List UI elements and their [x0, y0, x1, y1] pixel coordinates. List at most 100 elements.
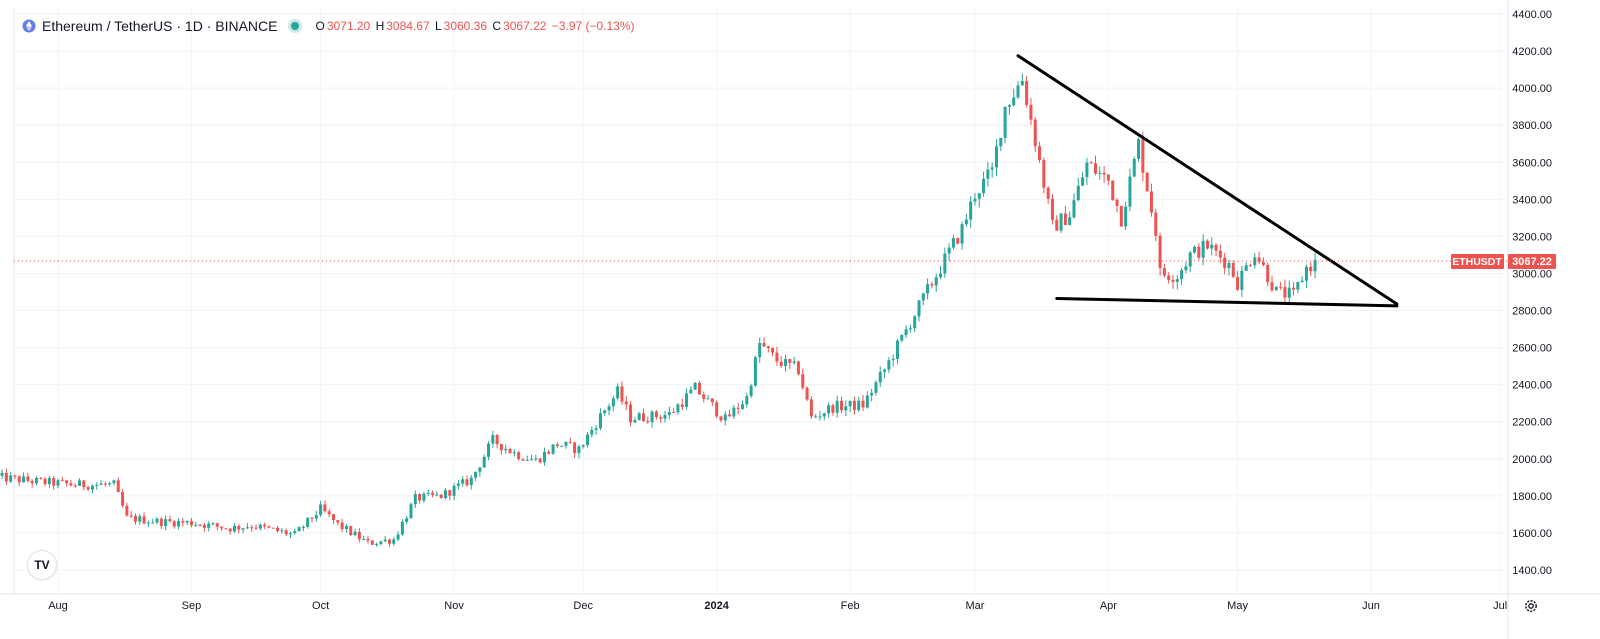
candle [848, 400, 852, 413]
candle-body [930, 284, 934, 286]
candle [465, 475, 469, 487]
candle-body [573, 442, 577, 454]
candle-body [1063, 213, 1067, 225]
candle [297, 526, 301, 532]
candle-body [1068, 217, 1072, 225]
candle [891, 354, 895, 367]
trendlines [1016, 54, 1399, 308]
x-tick-label: Jun [1362, 600, 1380, 612]
candle [284, 528, 288, 537]
candle-body [413, 494, 417, 505]
candle-body [637, 413, 641, 421]
candle [667, 406, 671, 420]
tradingview-logo-icon[interactable]: TV [28, 551, 56, 579]
candle [960, 221, 964, 250]
candle [400, 519, 404, 536]
candle [1042, 157, 1046, 194]
candle [939, 266, 943, 280]
candle [788, 358, 792, 369]
candle [405, 515, 409, 525]
candle-body [594, 428, 598, 430]
candle-body [1274, 286, 1278, 291]
symbol-title[interactable]: Ethereum / TetherUS · 1D · BINANCE [42, 18, 278, 34]
candle [521, 458, 525, 462]
candle [762, 337, 766, 348]
candle-body [517, 452, 521, 460]
candle [112, 479, 116, 486]
candle-body [362, 538, 366, 540]
x-tick-label: May [1227, 600, 1248, 612]
candle-body [353, 531, 357, 536]
candle [202, 522, 206, 532]
candle [792, 356, 796, 365]
candle [908, 324, 912, 333]
candle-body [1244, 265, 1248, 271]
candle [766, 345, 770, 353]
candle-body [495, 435, 499, 445]
candle-body [418, 494, 422, 501]
high-key: H [375, 19, 385, 33]
candle-body [90, 485, 94, 490]
candle-body [861, 400, 865, 408]
candle-body [732, 407, 736, 417]
open-key: O [315, 19, 325, 33]
candle [865, 391, 869, 409]
candle-body [560, 445, 564, 447]
y-tick-label: 1400.00 [1512, 565, 1552, 577]
candle-body [1193, 246, 1197, 253]
candle-body [319, 504, 323, 515]
candle-body [676, 404, 680, 413]
candle-body [194, 524, 198, 526]
candle [969, 196, 973, 228]
candle-body [487, 443, 490, 457]
candle [26, 472, 30, 483]
candle [413, 490, 417, 509]
candle-body [26, 476, 30, 481]
candle-body [805, 387, 809, 400]
candle [448, 489, 452, 501]
y-tick-label: 3600.00 [1512, 157, 1552, 169]
candle-body [1175, 279, 1179, 282]
candle-body [1033, 119, 1037, 147]
market-status-icon[interactable] [291, 22, 300, 30]
candle [9, 471, 13, 484]
candle-body [530, 459, 534, 461]
candle-body [723, 414, 727, 421]
candle [1270, 275, 1274, 293]
candle-body [103, 483, 107, 485]
candle-body [344, 526, 348, 530]
time-axis[interactable]: Aug Sep Oct Nov Dec 2024 Feb Mar Apr May Jun Jul [48, 600, 1507, 612]
candle-body [1016, 85, 1020, 98]
candle-body [142, 516, 146, 524]
candle [1076, 177, 1080, 202]
candle-body [883, 369, 887, 372]
candle [994, 139, 998, 176]
candle [895, 338, 899, 365]
candle [1089, 161, 1093, 164]
candle-body [611, 398, 615, 407]
candle-body [577, 446, 581, 454]
candle-body [1059, 213, 1063, 231]
candle [39, 477, 43, 480]
candle [814, 414, 818, 419]
settings-gear-icon[interactable] [1523, 598, 1539, 614]
candle-body [689, 389, 693, 394]
candle-body [702, 394, 706, 399]
candle [581, 444, 585, 449]
candle-body [288, 533, 292, 535]
candle [1081, 171, 1085, 186]
candle-body [129, 515, 133, 517]
candle-body [301, 526, 305, 528]
candle [1141, 131, 1145, 182]
candle-body [672, 412, 676, 414]
candle-body [168, 519, 172, 522]
candle [542, 447, 546, 466]
candle [1007, 104, 1011, 115]
candle-body [654, 411, 658, 418]
candle [1029, 98, 1033, 126]
candle [956, 237, 960, 245]
candle-body [1149, 191, 1153, 213]
price-axis[interactable]: 4400.00 4200.00 4000.00 3800.00 3600.00 3400.… [1512, 9, 1552, 577]
